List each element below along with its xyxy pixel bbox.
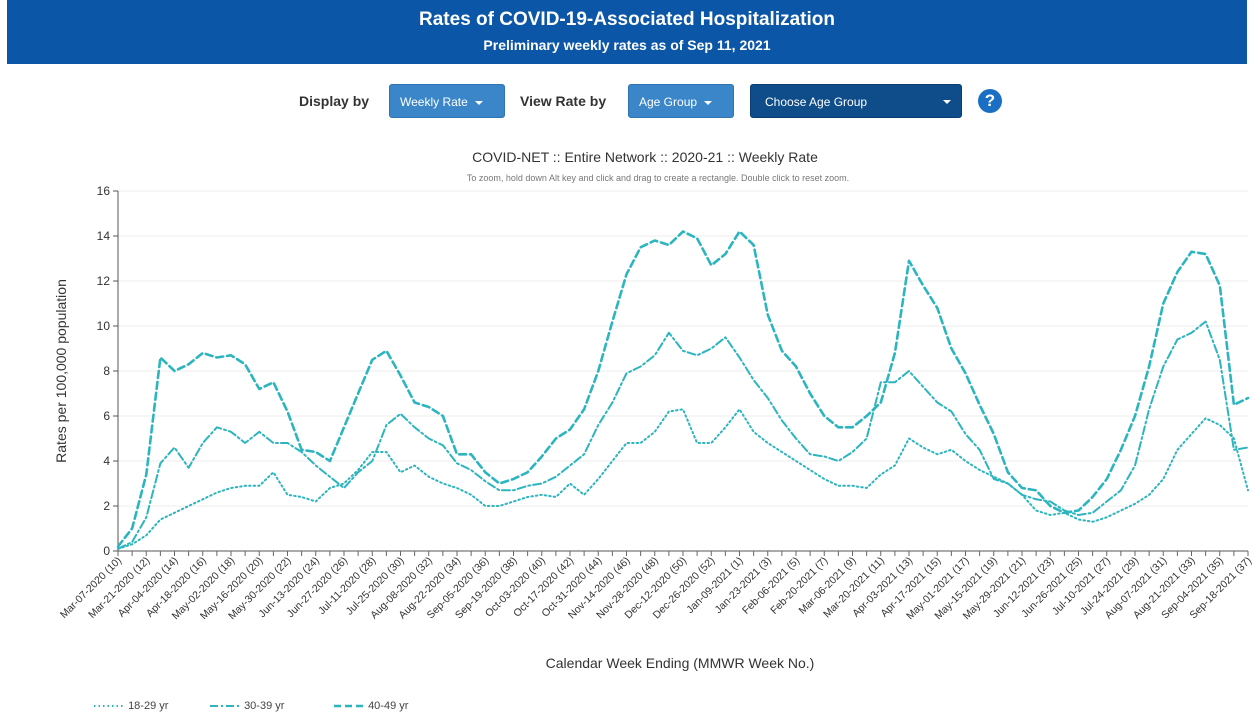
legend-label: 18-29 yr	[128, 700, 169, 712]
series-line-18-29-yr[interactable]	[117, 408, 1249, 550]
y-tick-label: 8	[103, 364, 110, 378]
legend-label: 30-39 yr	[244, 700, 285, 712]
caret-down-icon	[474, 100, 483, 105]
caret-down-icon	[943, 100, 951, 104]
controls-bar: Display by Weekly Rate View Rate by Age …	[0, 84, 1253, 120]
display-by-value: Weekly Rate	[400, 95, 468, 109]
legend-item-18-29[interactable]: 18-29 yr	[93, 700, 168, 712]
y-tick-label: 14	[97, 229, 111, 243]
y-tick-label: 4	[103, 454, 110, 468]
page-subtitle: Preliminary weekly rates as of Sep 11, 2…	[483, 37, 771, 53]
chart-title: COVID-NET :: Entire Network :: 2020-21 :…	[472, 149, 818, 165]
dotted-line-icon	[94, 705, 124, 708]
legend-item-40-49[interactable]: 40-49 yr	[333, 700, 408, 712]
choose-age-group-dropdown[interactable]: Choose Age Group	[750, 84, 962, 118]
y-axis-title: Rates per 100,000 population	[53, 279, 69, 463]
caret-down-icon	[704, 100, 713, 105]
help-icon[interactable]: ?	[978, 89, 1002, 113]
legend-item-30-39[interactable]: 30-39 yr	[209, 700, 284, 712]
chart-zoom-note: To zoom, hold down Alt key and click and…	[466, 173, 850, 183]
x-axis-title: Calendar Week Ending (MMWR Week No.)	[546, 655, 815, 671]
series-line-30-39-yr[interactable]	[117, 320, 1249, 550]
y-tick-label: 2	[103, 499, 110, 513]
display-by-label: Display by	[299, 93, 370, 109]
y-tick-label: 10	[97, 319, 111, 333]
y-tick-label: 0	[103, 544, 110, 558]
page-header: Rates of COVID-19-Associated Hospitaliza…	[7, 0, 1247, 64]
display-by-dropdown[interactable]: Weekly Rate	[389, 84, 505, 118]
series-line-40-49-yr[interactable]	[116, 230, 1250, 548]
y-tick-label: 12	[97, 274, 111, 288]
y-tick-label: 16	[97, 184, 111, 198]
page-title: Rates of COVID-19-Associated Hospitaliza…	[419, 9, 835, 30]
dashed-line-icon	[334, 704, 364, 708]
view-rate-by-label: View Rate by	[520, 93, 607, 109]
legend-label: 40-49 yr	[368, 700, 409, 712]
view-rate-by-value: Age Group	[639, 95, 698, 109]
view-rate-by-dropdown[interactable]: Age Group	[628, 84, 734, 118]
y-tick-label: 6	[103, 409, 110, 423]
choose-age-group-label: Choose Age Group	[765, 95, 868, 109]
dashdot-line-icon	[210, 705, 240, 708]
